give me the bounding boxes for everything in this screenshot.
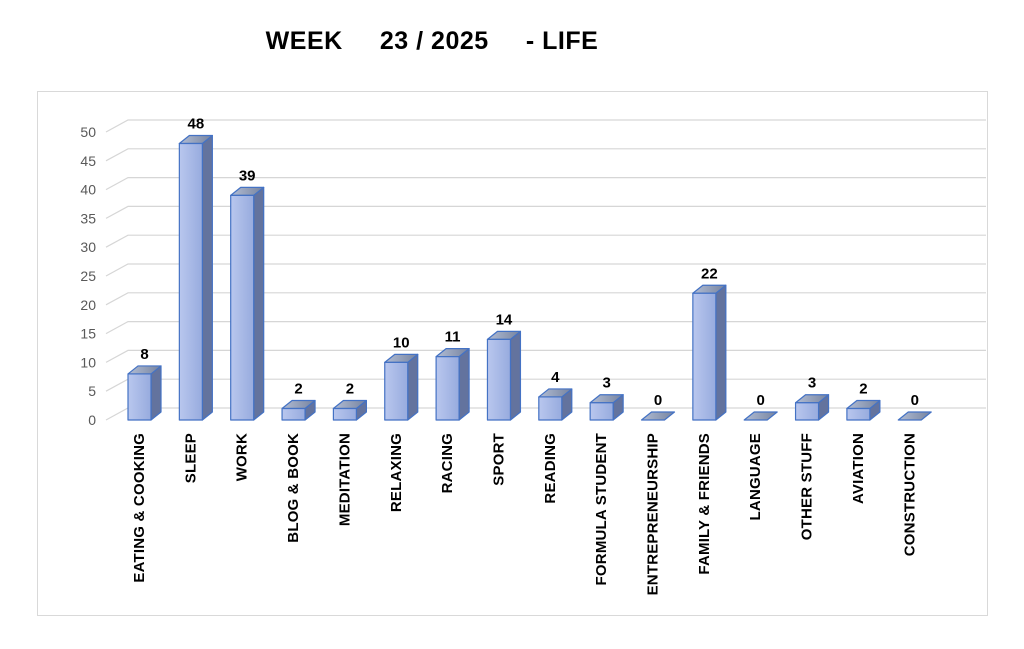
bar-value-label: 2	[859, 380, 867, 397]
bar	[589, 402, 614, 421]
bar-side-face	[407, 353, 419, 421]
bar-side-face	[150, 365, 162, 421]
bar	[178, 142, 203, 421]
y-axis-tick-label: 45	[80, 153, 96, 169]
bar	[846, 407, 871, 421]
y-axis-tick-label: 25	[80, 268, 96, 284]
bar	[127, 373, 152, 421]
y-axis-tick-label: 50	[80, 124, 96, 140]
bar-side-face	[715, 284, 727, 421]
bar-value-label: 3	[808, 375, 816, 392]
y-axis-tick-label: 10	[80, 354, 96, 370]
bar	[692, 292, 717, 421]
bar-value-label: 0	[911, 392, 919, 409]
bar-side-face	[253, 186, 265, 421]
bar-value-label: 22	[701, 265, 718, 282]
x-axis-category-label: READING	[542, 433, 559, 504]
y-axis-tick-label: 15	[80, 326, 96, 342]
x-axis-category-label: SPORT	[490, 433, 507, 486]
bar	[384, 361, 409, 421]
y-axis-tick-label: 30	[80, 239, 96, 255]
x-axis-category-label: EATING & COOKING	[131, 433, 148, 583]
bar-value-label: 0	[757, 392, 765, 409]
bar-side-face	[509, 330, 522, 421]
bar-value-label: 48	[188, 116, 205, 133]
bar-value-label: 4	[551, 369, 560, 386]
bar-value-label: 11	[445, 329, 461, 346]
bar	[332, 407, 357, 421]
x-axis-category-label: FORMULA STUDENT	[593, 433, 610, 585]
x-axis-category-label: RELAXING	[388, 433, 405, 512]
chart-title: WEEK 23 / 2025 - LIFE	[265, 27, 599, 55]
bar-side-face	[458, 348, 470, 421]
x-axis-category-label: BLOG & BOOK	[285, 433, 302, 543]
bar	[230, 194, 255, 421]
bar-zero	[897, 411, 932, 421]
gridline	[105, 263, 986, 277]
bar	[281, 407, 306, 421]
bar-value-label: 3	[602, 375, 610, 392]
x-axis-category-label: FAMILY & FRIENDS	[696, 433, 713, 575]
bar-value-label: 0	[654, 392, 662, 409]
gridline	[105, 119, 986, 133]
bar-value-label: 2	[346, 380, 354, 397]
y-axis-tick-label: 0	[88, 412, 96, 428]
x-axis-category-label: SLEEP	[182, 433, 199, 483]
chart-plot-container: 0 5 10 15 20 25 30 35 40 45 50 8 EATING & COOKING 48 S…	[37, 91, 988, 616]
bar-zero	[743, 411, 778, 421]
x-axis-category-label: CONSTRUCTION	[901, 433, 918, 556]
bar	[794, 402, 820, 421]
x-axis-category-label: AVIATION	[850, 433, 867, 504]
x-axis-category-label: ENTREPRENEURSHIP	[645, 433, 662, 595]
y-axis-tick-label: 40	[80, 182, 96, 198]
bar-value-label: 14	[496, 311, 513, 328]
x-axis-category-label: OTHER STUFF	[799, 433, 816, 540]
bar	[538, 396, 563, 421]
bar-side-face	[201, 134, 213, 421]
y-axis-tick-label: 35	[80, 210, 96, 226]
gridline	[105, 205, 986, 219]
y-axis-tick-label: 5	[88, 383, 96, 399]
bar-value-label: 39	[239, 167, 256, 184]
gridline	[105, 148, 986, 162]
x-axis-category-label: WORK	[234, 433, 251, 481]
bar-value-label: 10	[393, 334, 410, 351]
x-axis-category-label: RACING	[439, 433, 456, 493]
gridline	[105, 177, 986, 191]
bar-value-label: 2	[294, 380, 302, 397]
bar	[486, 338, 512, 421]
bar-value-label: 8	[140, 346, 148, 363]
gridline	[105, 234, 986, 248]
x-axis-category-label: MEDITATION	[336, 433, 353, 526]
y-axis-tick-label: 20	[80, 297, 96, 313]
bar-zero	[640, 411, 676, 421]
bar	[435, 356, 460, 421]
x-axis-category-label: LANGUAGE	[747, 433, 764, 520]
